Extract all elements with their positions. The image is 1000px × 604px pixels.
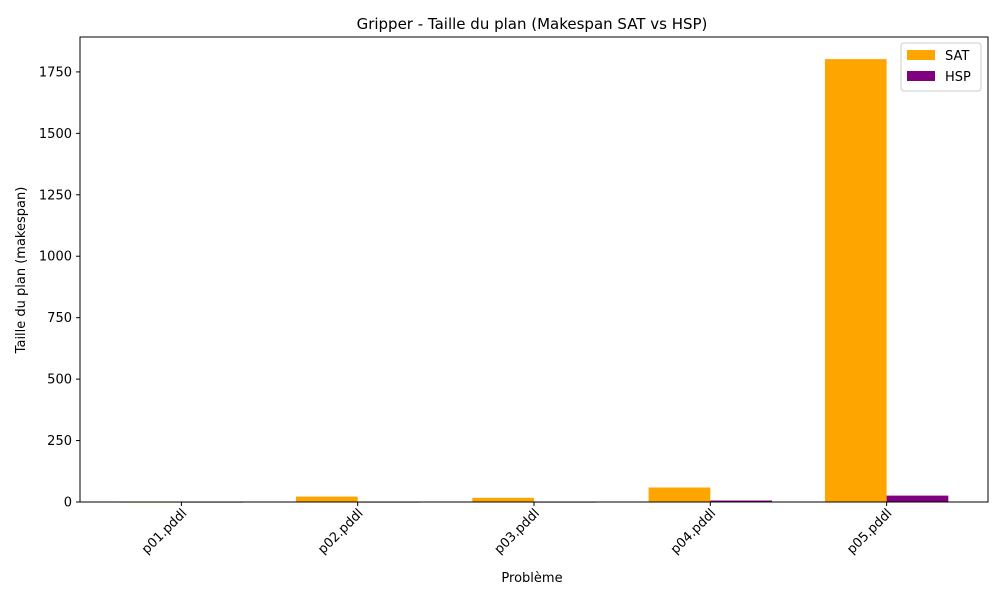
bar-sat-p05-pddl — [824, 59, 887, 503]
chart-title: Gripper - Taille du plan (Makespan SAT v… — [357, 15, 708, 33]
legend-label-hsp: HSP — [945, 70, 971, 85]
y-tick-label: 750 — [47, 311, 72, 326]
y-tick-label: 1000 — [39, 250, 72, 265]
x-axis-label: Problème — [501, 571, 562, 586]
x-tick-label: p01.pddl — [139, 506, 190, 557]
legend-label-sat: SAT — [945, 49, 969, 64]
bar-sat-p04-pddl — [648, 487, 711, 502]
y-tick-label: 1500 — [39, 127, 72, 142]
legend-swatch-sat — [907, 50, 935, 60]
x-ticks-group: p01.pddl p02.pddl p03.pddl p04.pddl p05.pddl — [139, 502, 895, 557]
bars-group — [119, 59, 949, 503]
y-tick-label: 250 — [47, 434, 72, 449]
y-ticks-group: 0 250 500 750 1000 1250 1500 1750 — [39, 65, 80, 511]
y-axis-label: Taille du plan (makespan) — [14, 187, 29, 355]
y-tick-label: 1250 — [39, 188, 72, 203]
legend-swatch-hsp — [907, 71, 935, 81]
x-tick-label: p04.pddl — [668, 506, 719, 557]
bar-hsp-p04-pddl — [710, 500, 773, 502]
bar-sat-p03-pddl — [472, 497, 534, 502]
y-tick-label: 1750 — [39, 65, 72, 80]
x-tick-label: p05.pddl — [844, 506, 895, 557]
bar-sat-p02-pddl — [295, 496, 358, 502]
x-tick-label: p03.pddl — [492, 506, 543, 557]
y-tick-label: 0 — [64, 496, 72, 511]
x-tick-label: p02.pddl — [315, 506, 366, 557]
bar-hsp-p05-pddl — [886, 495, 949, 502]
legend: SAT HSP — [900, 42, 982, 92]
y-tick-label: 500 — [47, 373, 72, 388]
